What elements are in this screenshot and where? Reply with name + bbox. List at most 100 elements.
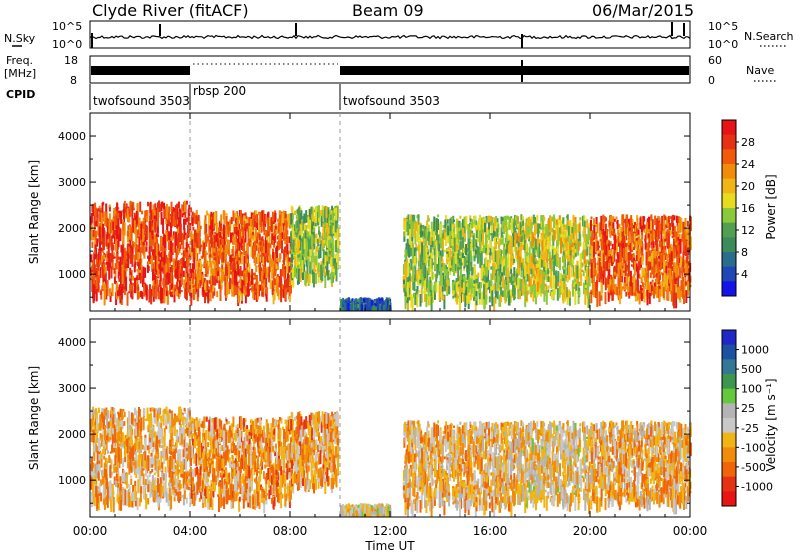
scatter-cell [312,256,315,262]
scatter-cell [408,297,411,301]
scatter-cell [573,243,576,246]
scatter-cell [483,245,485,254]
scatter-cell [210,211,213,217]
scatter-cell [205,263,208,277]
scatter-cell [170,222,172,238]
scatter-cell [93,252,96,267]
scatter-cell [588,243,591,247]
scatter-cell [484,222,486,233]
scatter-cell [536,215,539,221]
scatter-cell [631,254,634,263]
scatter-cell [686,220,689,227]
scatter-cell [451,239,454,246]
scatter-cell [218,251,221,254]
scatter-cell [93,264,96,280]
scatter-cell [453,219,455,222]
scatter-cell [620,231,623,246]
scatter-cell [108,206,111,212]
scatter-cell [246,217,249,226]
scatter-cell [507,288,510,298]
scatter-cell [543,227,546,237]
scatter-cell [330,243,333,248]
scatter-cell [129,247,132,264]
scatter-cell [276,265,279,270]
scatter-cell [459,296,461,311]
scatter-cell [312,222,315,226]
scatter-cell [386,306,389,311]
scatter-cell [470,243,472,255]
scatter-cell [92,234,95,237]
scatter-cell [95,268,98,271]
scatter-cell [538,223,541,229]
scatter-cell [307,233,310,250]
scatter-cell [168,231,171,241]
scatter-cell [155,262,158,272]
scatter-cell [557,282,560,287]
scatter-cell [503,286,506,297]
scatter-cell [483,293,486,310]
scatter-cell [656,285,659,298]
scatter-cell [286,279,289,291]
scatter-cell [430,296,433,311]
scatter-cell [660,271,663,275]
scatter-cell [174,269,176,278]
scatter-cell [132,225,135,233]
scatter-cell [410,221,413,233]
scatter-cell [403,285,406,293]
scatter-cell [138,258,141,271]
scatter-cell [413,257,416,266]
scatter-cell [513,215,516,226]
scatter-cell [235,287,238,296]
scatter-cell [309,261,312,278]
scatter-cell [225,275,228,284]
scatter-cell [166,226,169,237]
scatter-cell [465,216,468,230]
scatter-cell [435,249,437,265]
scatter-cell [138,233,141,238]
scatter-cell [212,285,215,292]
scatter-cell [666,229,669,244]
scatter-cell [478,286,481,293]
scatter-cell [489,240,492,249]
scatter-cell [264,214,267,224]
scatter-cell [192,226,195,231]
scatter-cell [422,224,425,229]
scatter-cell [322,223,325,239]
scatter-cell [141,210,144,215]
scatter-cell [93,274,96,286]
scatter-cell [437,251,440,258]
scatter-cell [172,231,175,239]
scatter-cell [504,242,507,249]
scatter-cell [459,252,462,262]
scatter-cell [252,245,254,259]
scatter-cell [455,227,458,233]
scatter-cell [313,209,316,212]
scatter-cell [584,289,587,305]
scatter-cell [245,277,248,284]
scatter-cell [213,287,216,296]
scatter-cell [476,276,479,289]
scatter-cell [119,256,122,273]
scatter-cell [254,210,257,216]
scatter-cell [193,248,196,258]
scatter-cell [497,223,500,232]
scatter-cell [123,200,126,204]
scatter-cell [181,252,183,255]
scatter-cell [136,203,139,214]
scatter-cell [115,253,118,270]
scatter-cell [606,283,609,288]
scatter-cell [636,215,639,220]
scatter-cell [286,262,289,274]
scatter-cell [640,239,642,247]
scatter-cell [530,222,533,228]
scatter-cell [151,255,153,269]
scatter-cell [199,265,202,275]
scatter-cell [418,290,421,293]
scatter-cell [341,307,344,311]
scatter-cell [592,285,595,296]
scatter-cell [567,226,570,236]
scatter-cell [95,219,98,227]
scatter-cell [153,216,156,219]
scatter-cell [188,254,191,259]
scatter-cell [100,247,103,252]
